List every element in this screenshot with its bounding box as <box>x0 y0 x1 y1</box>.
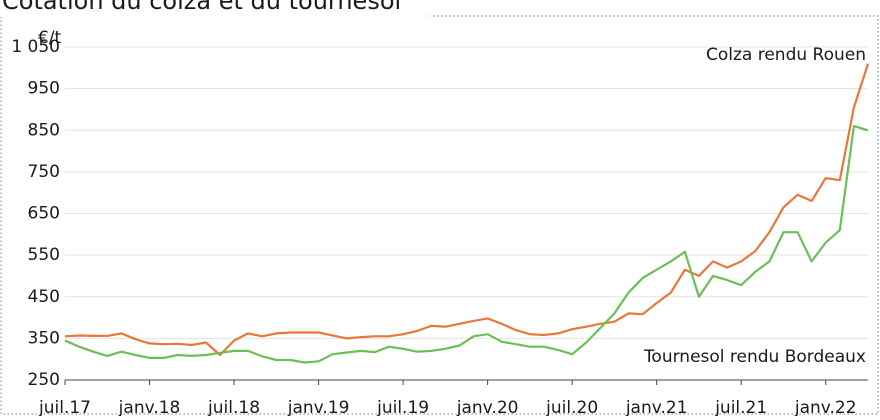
frame <box>0 15 879 415</box>
x-tick-label: janv.19 <box>287 398 350 416</box>
x-tick-label: janv.21 <box>625 398 688 416</box>
grid <box>65 46 868 381</box>
x-tick-label: janv.20 <box>456 398 519 416</box>
y-tick-label: 850 <box>28 120 60 140</box>
x-tick-label: juil.18 <box>207 398 260 416</box>
x-tick-label: juil.21 <box>714 398 767 416</box>
y-tick-label: 450 <box>28 287 60 307</box>
series-label: Tournesol rendu Bordeaux <box>643 347 866 367</box>
x-tick-label: juil.20 <box>545 398 598 416</box>
x-tick-label: juil.17 <box>38 398 91 416</box>
y-tick-label: 1 050 <box>11 37 60 57</box>
x-tick-label: janv.22 <box>794 398 857 416</box>
y-tick-label: 750 <box>28 162 60 182</box>
chart-title: Cotation du colza et du tournesol <box>2 0 401 15</box>
title-backdrop <box>0 0 430 17</box>
y-tick-label: 250 <box>28 370 60 390</box>
y-tick-label: 950 <box>28 79 60 99</box>
series-label: Colza rendu Rouen <box>706 45 866 65</box>
x-tick-label: janv.18 <box>118 398 181 416</box>
x-tick-label: juil.19 <box>376 398 429 416</box>
y-tick-label: 550 <box>28 245 60 265</box>
y-unit: €/t <box>38 28 62 48</box>
series-line <box>64 63 870 357</box>
plot <box>64 63 870 364</box>
y-tick-label: 350 <box>28 328 60 348</box>
y-tick-label: 650 <box>28 204 60 224</box>
series-line <box>64 125 869 364</box>
